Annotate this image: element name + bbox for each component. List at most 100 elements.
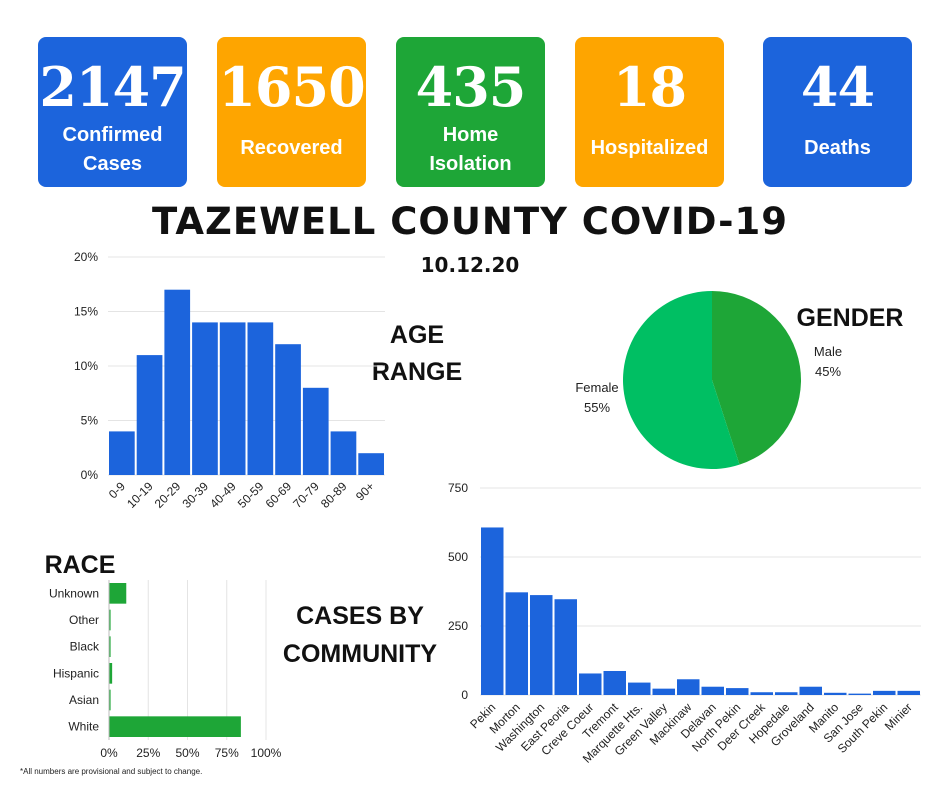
- footnote: *All numbers are provisional and subject…: [20, 767, 203, 776]
- age-chart: 0% 5% 10% 15% 20% 0-910-1920-2930-3940-4950-5…: [74, 250, 385, 511]
- age-heading-line2: RANGE: [371, 358, 463, 386]
- x-tick-label: 0%: [100, 746, 118, 760]
- report-date: 10.12.20: [420, 253, 520, 277]
- y-tick-label: Black: [70, 640, 100, 654]
- x-tick-label: 50%: [175, 746, 199, 760]
- x-tick-label: 75%: [215, 746, 239, 760]
- bar: [109, 609, 111, 631]
- y-tick-label: White: [68, 720, 99, 734]
- page-title: TAZEWELL COUNTY COVID-19: [151, 200, 789, 243]
- stat-label: Recovered: [240, 137, 343, 159]
- bar: [302, 387, 329, 475]
- slice-label: Male: [814, 344, 842, 359]
- pie-slice: [623, 291, 740, 469]
- stat-deaths: 44 Deaths: [763, 37, 912, 187]
- y-tick-label: 250: [448, 619, 468, 633]
- bar: [109, 716, 241, 737]
- bar: [505, 592, 528, 695]
- bar: [109, 431, 135, 475]
- bar: [628, 682, 651, 695]
- bar: [701, 686, 724, 695]
- bar: [136, 355, 163, 475]
- x-tick-label: 80-89: [318, 479, 350, 511]
- x-tick-label: 70-79: [290, 479, 322, 511]
- y-tick-label: 500: [448, 550, 468, 564]
- x-tick-label: 30-39: [179, 479, 211, 511]
- y-tick-label: 750: [448, 481, 468, 495]
- stat-label: Deaths: [804, 137, 871, 159]
- bar: [603, 670, 626, 695]
- x-tick-label: 10-19: [124, 479, 156, 511]
- x-tick-label: 20-29: [152, 479, 184, 511]
- bar: [677, 679, 700, 695]
- bar: [330, 431, 357, 475]
- x-tick-label: 25%: [136, 746, 160, 760]
- bar: [109, 583, 127, 604]
- gender-chart: Male 45% Female 55%: [575, 291, 842, 469]
- y-tick-label: 15%: [74, 305, 98, 319]
- bar: [219, 322, 246, 475]
- age-heading-line1: AGE: [389, 321, 445, 349]
- x-tick-label: 50-59: [235, 479, 267, 511]
- bar: [579, 673, 602, 695]
- bar: [554, 599, 577, 695]
- bar: [109, 636, 111, 657]
- bar: [358, 453, 384, 475]
- bar: [848, 693, 871, 695]
- race-chart: 0% 25% 50% 75% 100% Unknown Other Black Hispanic…: [49, 580, 282, 760]
- y-tick-label: 20%: [74, 250, 98, 264]
- bar: [873, 690, 896, 695]
- stat-label: Hospitalized: [590, 137, 709, 159]
- x-tick-label: 90+: [353, 479, 377, 503]
- bar: [164, 289, 191, 475]
- stat-value: 18: [612, 55, 687, 119]
- stat-label: Isolation: [429, 153, 512, 175]
- bar: [530, 595, 553, 695]
- stat-label: Home: [442, 124, 499, 146]
- bar: [481, 527, 504, 695]
- x-tick-label: 60-69: [263, 479, 295, 511]
- x-tick-label: 40-49: [207, 479, 239, 511]
- y-tick-label: Asian: [69, 693, 99, 707]
- x-tick-label: 100%: [251, 746, 282, 760]
- community-heading-line1: CASES BY: [296, 602, 424, 630]
- stat-value: 44: [800, 55, 875, 119]
- bar: [726, 688, 749, 695]
- y-tick-label: 10%: [74, 359, 98, 373]
- bar: [750, 692, 773, 695]
- y-tick-label: Hispanic: [53, 666, 99, 680]
- stat-recovered: 1650 Recovered: [217, 37, 366, 187]
- stat-value: 1650: [218, 55, 365, 119]
- y-tick-label: 0%: [81, 468, 99, 482]
- gender-heading: GENDER: [796, 304, 904, 332]
- bar: [652, 688, 675, 695]
- bar: [275, 344, 301, 475]
- stat-home-isolation: 435 Home Isolation: [396, 37, 545, 187]
- stat-value: 2147: [39, 55, 186, 119]
- x-tick-label: 0-9: [106, 479, 128, 501]
- bar: [247, 322, 274, 475]
- x-tick-label: Minier: [882, 700, 915, 733]
- slice-label: Female: [575, 380, 618, 395]
- bar: [109, 663, 113, 684]
- y-tick-label: 0: [461, 688, 468, 702]
- bar: [109, 689, 111, 711]
- y-tick-label: Other: [69, 613, 99, 627]
- stat-label: Cases: [83, 153, 142, 175]
- stat-value: 435: [415, 55, 527, 119]
- stat-label: Confirmed: [62, 124, 163, 146]
- bar: [824, 692, 847, 695]
- race-heading: RACE: [44, 551, 116, 579]
- bar: [775, 692, 798, 695]
- slice-value-label: 55%: [584, 400, 610, 415]
- bar: [192, 322, 218, 475]
- y-tick-label: 5%: [81, 414, 99, 428]
- stat-hospitalized: 18 Hospitalized: [575, 37, 724, 187]
- slice-value-label: 45%: [815, 364, 841, 379]
- y-tick-label: Unknown: [49, 586, 99, 600]
- bar: [897, 690, 920, 695]
- bar: [799, 686, 822, 695]
- stat-confirmed-cases: 2147 Confirmed Cases: [38, 37, 187, 187]
- community-heading-line2: COMMUNITY: [282, 640, 438, 668]
